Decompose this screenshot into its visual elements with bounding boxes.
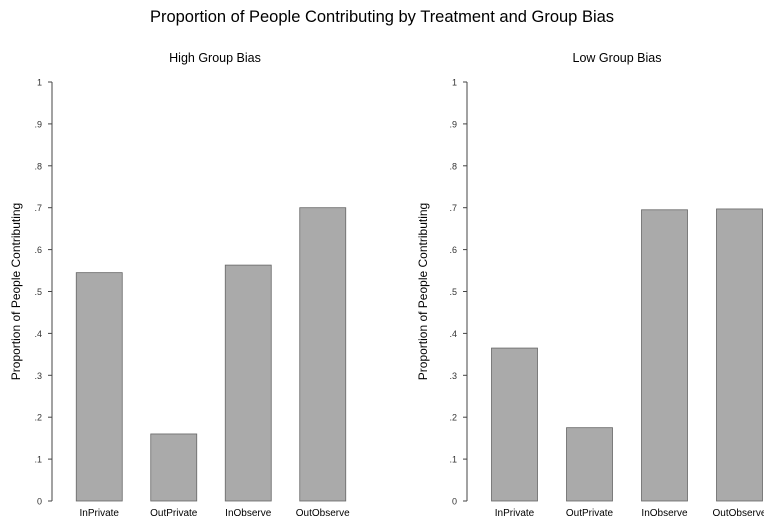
y-axis-label: Proportion of People Contributing [9,203,23,380]
panel-low-group-bias: Low Group Bias Proportion of People Contr… [416,51,764,519]
y-axis-label: Proportion of People Contributing [416,203,430,380]
y-tick-label: .5 [449,287,457,297]
panel-title: Low Group Bias [573,51,662,65]
y-tick-label: 0 [452,497,457,507]
figure-title: Proportion of People Contributing by Tre… [149,8,615,26]
y-tick-label: .4 [449,329,457,339]
y-tick-label: .9 [34,119,42,129]
y-tick-label: 1 [452,78,457,88]
bar-outobserve [299,207,347,502]
panel-high-group-bias: High Group Bias Proportion of People Cont… [9,51,350,519]
x-tick-label: OutObserve [296,508,350,519]
bar-inobserve [641,209,688,502]
x-tick-label: OutObserve [713,508,764,519]
y-tick-label: 0 [37,497,42,507]
bar-inprivate [491,347,538,502]
y-tick-label: .2 [34,413,42,423]
y-tick-label: .7 [449,203,457,213]
y-tick-label: .3 [449,371,457,381]
y-tick-label: .2 [449,413,457,423]
x-tick-label: OutPrivate [150,508,198,519]
panel-title: High Group Bias [169,51,261,65]
y-tick-label: .6 [34,245,42,255]
y-tick-label: 1 [37,78,42,88]
x-tick-label: InObserve [225,508,272,519]
x-tick-label: InObserve [641,508,688,519]
y-tick-label: .3 [34,371,42,381]
y-tick-label: .8 [34,161,42,171]
x-tick-label: OutPrivate [566,508,614,519]
bar-outprivate [150,433,198,502]
y-tick-label: .4 [34,329,42,339]
y-tick-label: .9 [449,119,457,129]
x-tick-label: InPrivate [495,508,535,519]
x-tick-label: InPrivate [80,508,120,519]
y-tick-label: .5 [34,287,42,297]
y-tick-label: .7 [34,203,42,213]
y-tick-label: .1 [449,455,457,465]
y-tick-label: .8 [449,161,457,171]
bar-inprivate [75,272,123,502]
y-tick-label: .6 [449,245,457,255]
bar-outobserve [716,208,763,502]
bar-outprivate [566,427,613,502]
bar-inobserve [224,264,272,502]
y-tick-label: .1 [34,455,42,465]
